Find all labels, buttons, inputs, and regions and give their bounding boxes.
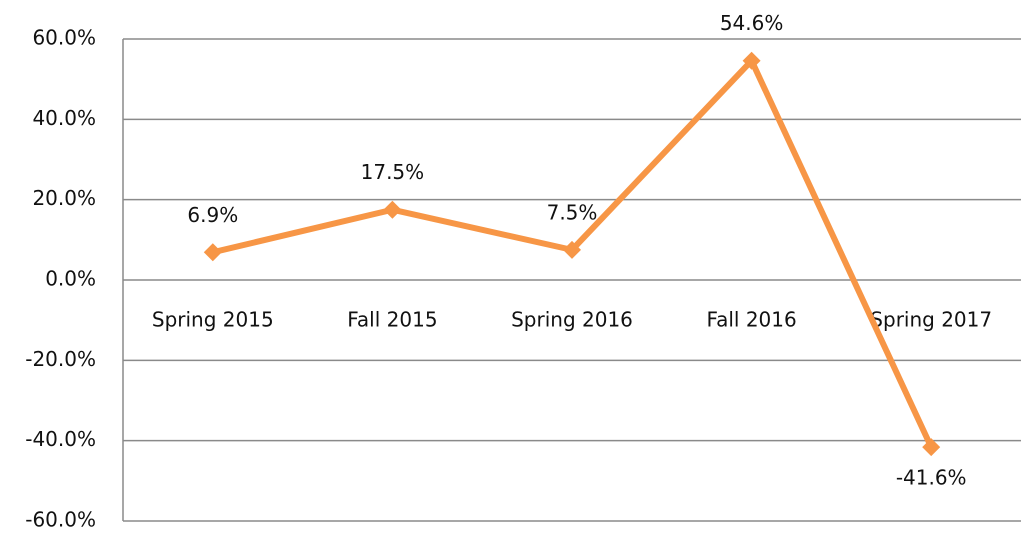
x-tick-label: Spring 2016	[511, 308, 633, 332]
x-tick-label: Fall 2015	[347, 308, 437, 332]
y-tick-label: -60.0%	[25, 508, 96, 532]
y-tick-label: 20.0%	[32, 186, 96, 210]
y-tick-label: 60.0%	[32, 26, 96, 50]
x-tick-label: Spring 2015	[152, 308, 274, 332]
x-tick-label: Fall 2016	[706, 308, 796, 332]
data-label: 54.6%	[720, 11, 784, 35]
data-label: 6.9%	[187, 203, 238, 227]
marker	[922, 438, 941, 457]
y-tick-label: 0.0%	[45, 267, 96, 291]
marker	[563, 240, 581, 259]
marker	[203, 243, 222, 262]
data-label: 7.5%	[547, 200, 598, 224]
data-label: -41.6%	[896, 466, 967, 490]
x-tick-label: Spring 2017	[870, 308, 992, 332]
marker	[383, 200, 402, 219]
y-tick-label: -20.0%	[25, 347, 96, 371]
data-label: 17.5%	[361, 160, 425, 184]
marker	[742, 51, 761, 70]
y-tick-label: 40.0%	[32, 106, 96, 130]
y-tick-label: -40.0%	[25, 427, 96, 451]
